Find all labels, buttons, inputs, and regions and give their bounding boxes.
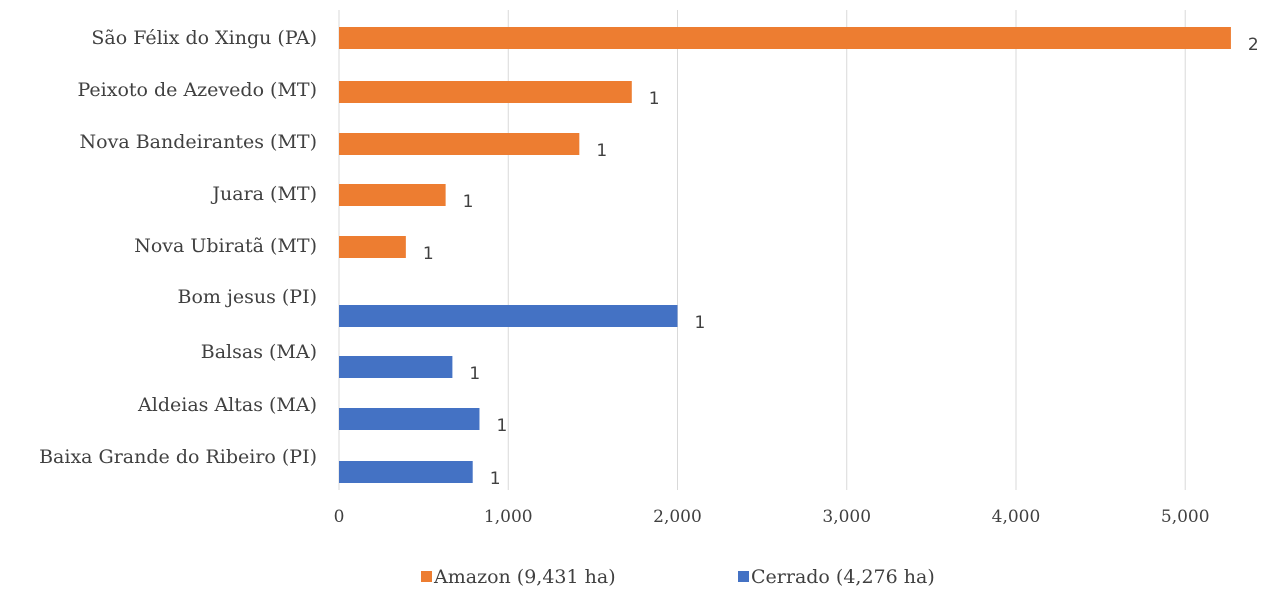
bar [339, 461, 473, 483]
bar [339, 305, 678, 327]
data-label: 1 [649, 89, 660, 109]
category-label: Peixoto de Azevedo (MT) [77, 79, 317, 101]
x-tick-labels: 0 1,000 2,000 3,000 4,000 5,000 [334, 507, 1210, 527]
category-labels: São Félix do Xingu (PA) Peixoto de Azeved… [39, 27, 317, 468]
category-label: Bom jesus (PI) [178, 286, 318, 308]
data-label: 1 [469, 364, 480, 384]
data-label: 1 [423, 244, 434, 264]
category-label: Aldeias Altas (MA) [137, 394, 317, 416]
category-label: Baixa Grande do Ribeiro (PI) [39, 446, 317, 468]
legend-swatch [738, 571, 749, 582]
legend: Amazon (9,431 ha) Cerrado (4,276 ha) [421, 566, 935, 588]
x-tick-label: 2,000 [653, 507, 702, 527]
legend-label: Cerrado (4,276 ha) [751, 566, 935, 588]
x-tick-label: 1,000 [484, 507, 533, 527]
bar [339, 356, 453, 378]
data-label: 2 [1248, 35, 1259, 55]
bar [339, 184, 446, 206]
data-label: 1 [463, 192, 474, 212]
data-labels: 2 1 1 1 1 1 1 1 1 [423, 35, 1259, 489]
category-label: Juara (MT) [210, 183, 317, 205]
category-label: Nova Bandeirantes (MT) [80, 131, 317, 153]
category-label: São Félix do Xingu (PA) [91, 27, 317, 49]
bar [339, 81, 632, 103]
bar [339, 408, 480, 430]
data-label: 1 [490, 469, 501, 489]
data-label: 1 [596, 141, 607, 161]
x-tick-label: 5,000 [1161, 507, 1210, 527]
bar [339, 27, 1231, 49]
x-tick-label: 0 [334, 507, 345, 527]
bar [339, 236, 406, 258]
legend-label: Amazon (9,431 ha) [433, 566, 616, 588]
category-label: Balsas (MA) [201, 341, 317, 363]
legend-swatch [421, 571, 432, 582]
data-label: 1 [496, 416, 507, 436]
data-label: 1 [694, 313, 705, 333]
x-tick-label: 3,000 [822, 507, 871, 527]
x-tick-label: 4,000 [992, 507, 1041, 527]
bars [339, 27, 1231, 483]
category-label: Nova Ubiratã (MT) [134, 235, 317, 257]
bar [339, 133, 580, 155]
